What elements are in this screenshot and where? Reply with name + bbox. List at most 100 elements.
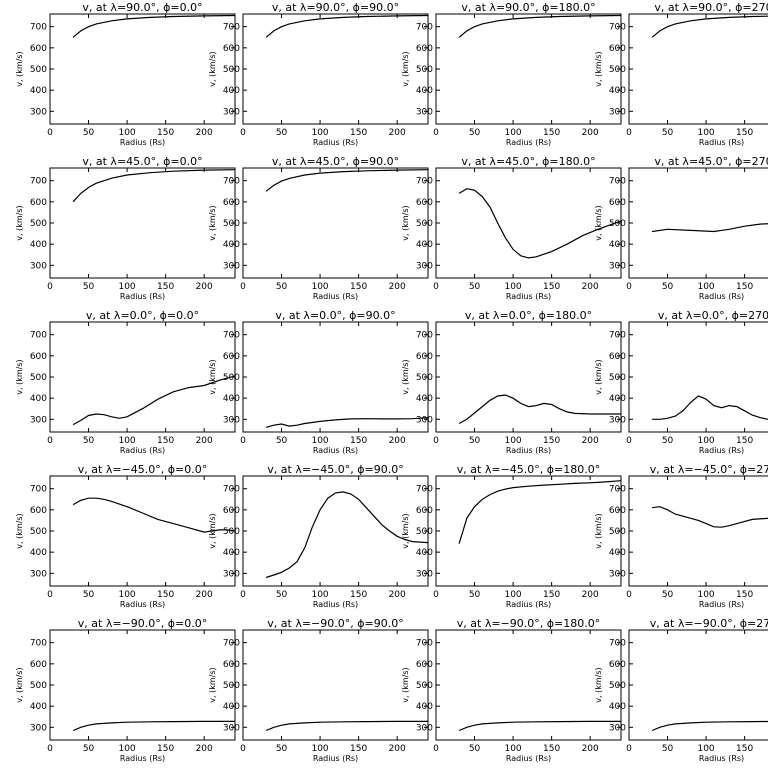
y-tick-label: 400 [609, 548, 626, 558]
y-tick-label: 600 [416, 506, 433, 516]
x-tick-label: 100 [118, 128, 135, 138]
x-tick-label: 100 [504, 128, 521, 138]
x-axis-label: Radius (Rs) [506, 446, 551, 455]
y-tick-label: 600 [416, 198, 433, 208]
y-tick-label: 300 [609, 415, 626, 425]
x-tick-label: 150 [736, 744, 753, 754]
x-tick-label: 150 [736, 436, 753, 446]
x-tick-label: 0 [626, 128, 632, 138]
y-axis-label: v, (km/s) [15, 359, 24, 394]
y-tick-label: 400 [30, 702, 47, 712]
y-tick-label: 600 [223, 506, 240, 516]
y-tick-label: 400 [609, 240, 626, 250]
x-axis-label: Radius (Rs) [699, 446, 744, 455]
x-tick-label: 0 [47, 128, 53, 138]
plot-frame [628, 13, 768, 125]
x-tick-label: 50 [83, 744, 95, 754]
y-tick-label: 300 [223, 107, 240, 117]
y-tick-label: 700 [223, 331, 240, 341]
y-tick-label: 500 [416, 681, 433, 691]
y-tick-label: 400 [223, 394, 240, 404]
y-tick-label: 300 [30, 569, 47, 579]
x-axis-label: Radius (Rs) [699, 138, 744, 147]
y-tick-label: 600 [30, 506, 47, 516]
x-tick-label: 200 [582, 436, 599, 446]
panel-9: v, at λ=0.0°, ϕ=90.0° 0 50 100 150 200 300 400 5… [208, 309, 429, 455]
series-line [265, 720, 428, 732]
x-tick-label: 150 [157, 744, 174, 754]
series-line [458, 394, 621, 425]
y-axis-label: v, (km/s) [401, 359, 410, 394]
y-axis-label: v, (km/s) [401, 667, 410, 702]
y-tick-label: 600 [609, 352, 626, 362]
x-tick-label: 0 [47, 744, 53, 754]
x-tick-label: 150 [543, 128, 560, 138]
x-tick-label: 50 [469, 128, 481, 138]
x-tick-label: 0 [626, 744, 632, 754]
x-tick-label: 100 [118, 436, 135, 446]
y-tick-label: 500 [30, 373, 47, 383]
y-tick-label: 400 [223, 86, 240, 96]
y-tick-label: 600 [609, 198, 626, 208]
y-tick-label: 300 [416, 723, 433, 733]
plot-frame [628, 167, 768, 279]
x-tick-label: 100 [118, 590, 135, 600]
series-line [651, 15, 768, 38]
x-tick-label: 50 [276, 282, 288, 292]
y-tick-label: 500 [416, 65, 433, 75]
panel-17: v, at λ=−90.0°, ϕ=90.0° 0 50 100 150 200 300 40… [208, 617, 429, 763]
panel-16: v, at λ=−90.0°, ϕ=0.0° 0 50 100 150 200 300 400… [15, 617, 236, 763]
x-tick-label: 0 [47, 590, 53, 600]
y-axis-label: v, (km/s) [594, 51, 603, 86]
x-tick-label: 100 [504, 590, 521, 600]
panel-6: v, at λ=45.0°, ϕ=180.0° 0 50 100 150 200 300 40… [401, 155, 622, 301]
y-tick-label: 500 [30, 527, 47, 537]
y-tick-label: 300 [223, 723, 240, 733]
x-axis-label: Radius (Rs) [120, 446, 165, 455]
x-tick-label: 150 [157, 128, 174, 138]
x-tick-label: 50 [469, 590, 481, 600]
panel-10: v, at λ=0.0°, ϕ=180.0° 0 50 100 150 200 300 400… [401, 309, 622, 455]
x-tick-label: 100 [697, 590, 714, 600]
y-tick-label: 600 [223, 198, 240, 208]
y-tick-label: 300 [609, 261, 626, 271]
x-tick-label: 150 [157, 436, 174, 446]
y-tick-label: 700 [609, 23, 626, 33]
panel-title: v, at λ=45.0°, ϕ=90.0° [272, 155, 399, 168]
panel-title: v, at λ=45.0°, ϕ=0.0° [82, 155, 202, 168]
y-tick-label: 400 [609, 702, 626, 712]
x-tick-label: 50 [662, 436, 674, 446]
x-tick-label: 100 [504, 436, 521, 446]
panel-title: v, at λ=90.0°, ϕ=90.0° [272, 1, 399, 14]
x-tick-label: 200 [389, 744, 406, 754]
x-tick-label: 0 [240, 744, 246, 754]
y-tick-label: 300 [30, 723, 47, 733]
x-tick-label: 200 [582, 590, 599, 600]
y-tick-label: 400 [609, 394, 626, 404]
y-tick-label: 600 [30, 660, 47, 670]
y-tick-label: 600 [223, 352, 240, 362]
panel-19: v, at λ=−90.0°, ϕ=270.0°0501001502003004… [594, 617, 768, 763]
x-axis-label: Radius (Rs) [120, 754, 165, 763]
x-axis-label: Radius (Rs) [313, 754, 358, 763]
x-tick-label: 200 [582, 282, 599, 292]
x-axis-label: Radius (Rs) [506, 292, 551, 301]
y-tick-label: 500 [416, 373, 433, 383]
x-tick-label: 150 [350, 436, 367, 446]
y-tick-label: 700 [416, 23, 433, 33]
x-tick-label: 200 [582, 744, 599, 754]
panel-7: v, at λ=45.0°, ϕ=270.0°05010015020030040… [594, 155, 768, 301]
x-axis-label: Radius (Rs) [506, 138, 551, 147]
x-axis-label: Radius (Rs) [699, 292, 744, 301]
panel-5: v, at λ=45.0°, ϕ=90.0° 0 50 100 150 200 300 400… [208, 155, 429, 301]
panel-title: v, at λ=0.0°, ϕ=0.0° [86, 309, 199, 322]
x-tick-label: 0 [626, 590, 632, 600]
y-tick-label: 700 [223, 23, 240, 33]
y-tick-label: 500 [30, 681, 47, 691]
y-tick-label: 400 [30, 548, 47, 558]
series-line [652, 506, 768, 528]
x-tick-label: 150 [350, 282, 367, 292]
panel-12: v, at λ=−45.0°, ϕ=0.0° 0 50 100 150 200 300 400… [15, 463, 236, 609]
x-tick-label: 0 [47, 436, 53, 446]
y-tick-label: 500 [416, 527, 433, 537]
